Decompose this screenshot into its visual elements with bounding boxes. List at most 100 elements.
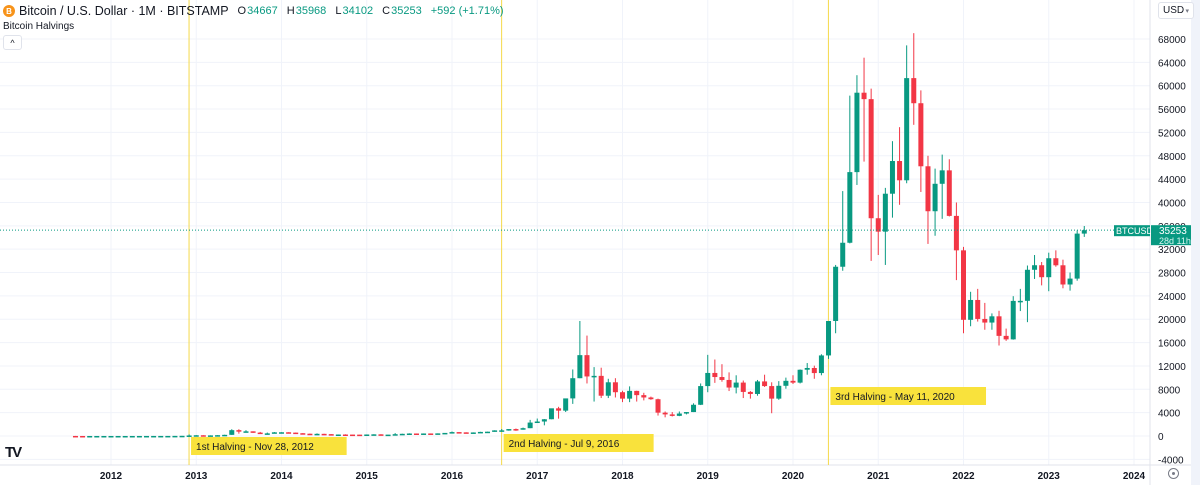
candle[interactable] bbox=[144, 435, 150, 438]
candle[interactable] bbox=[1039, 262, 1045, 286]
candle[interactable] bbox=[108, 435, 114, 438]
candle[interactable] bbox=[811, 365, 817, 379]
candle[interactable] bbox=[563, 398, 569, 413]
candle[interactable] bbox=[520, 427, 526, 430]
candle[interactable] bbox=[186, 434, 192, 437]
candle[interactable] bbox=[300, 433, 306, 435]
candle[interactable] bbox=[975, 288, 981, 322]
candle[interactable] bbox=[875, 194, 881, 256]
candle[interactable] bbox=[840, 191, 846, 271]
collapse-indicators-button[interactable]: ^ bbox=[3, 35, 22, 50]
candle[interactable] bbox=[257, 431, 263, 435]
candle[interactable] bbox=[350, 434, 356, 437]
candle[interactable] bbox=[861, 57, 867, 162]
candle[interactable] bbox=[897, 127, 903, 205]
candle[interactable] bbox=[797, 369, 803, 384]
candle[interactable] bbox=[904, 45, 910, 184]
candle[interactable] bbox=[605, 378, 611, 399]
candle[interactable] bbox=[1081, 226, 1087, 237]
candle[interactable] bbox=[449, 431, 455, 434]
candle[interactable] bbox=[499, 428, 505, 432]
candle[interactable] bbox=[705, 354, 711, 393]
candle[interactable] bbox=[612, 378, 618, 398]
candle[interactable] bbox=[129, 435, 135, 438]
candle[interactable] bbox=[556, 406, 562, 419]
candle[interactable] bbox=[968, 291, 974, 327]
candle[interactable] bbox=[584, 335, 590, 384]
candle[interactable] bbox=[925, 155, 931, 244]
candle[interactable] bbox=[719, 364, 725, 382]
candle[interactable] bbox=[72, 435, 78, 438]
candle[interactable] bbox=[961, 246, 966, 334]
candle[interactable] bbox=[328, 434, 334, 436]
candle[interactable] bbox=[598, 367, 604, 399]
candle[interactable] bbox=[854, 75, 860, 185]
candle[interactable] bbox=[1053, 250, 1059, 267]
candle[interactable] bbox=[264, 432, 270, 435]
candle[interactable] bbox=[229, 429, 235, 435]
candle[interactable] bbox=[172, 435, 178, 438]
candle[interactable] bbox=[80, 435, 86, 438]
candle[interactable] bbox=[399, 433, 405, 436]
candle[interactable] bbox=[115, 435, 121, 438]
candle[interactable] bbox=[911, 33, 917, 125]
candle[interactable] bbox=[527, 419, 533, 429]
candle[interactable] bbox=[655, 398, 661, 416]
candle[interactable] bbox=[413, 433, 419, 435]
symbol-title[interactable]: Bitcoin / U.S. Dollar · 1M · BITSTAMP bbox=[19, 4, 229, 18]
candle[interactable] bbox=[669, 412, 675, 417]
candle[interactable] bbox=[101, 435, 107, 438]
candle[interactable] bbox=[833, 264, 839, 334]
candle[interactable] bbox=[754, 379, 760, 396]
candle[interactable] bbox=[421, 433, 427, 435]
candle[interactable] bbox=[676, 411, 682, 417]
candle[interactable] bbox=[385, 434, 391, 437]
candle[interactable] bbox=[591, 367, 597, 402]
candle[interactable] bbox=[470, 432, 476, 434]
candle[interactable] bbox=[94, 435, 100, 438]
candle[interactable] bbox=[1017, 288, 1023, 312]
candle[interactable] bbox=[1074, 230, 1080, 281]
candle[interactable] bbox=[1046, 252, 1052, 292]
candle[interactable] bbox=[392, 433, 398, 436]
candle[interactable] bbox=[286, 432, 292, 434]
candle[interactable] bbox=[271, 432, 277, 434]
candle[interactable] bbox=[357, 434, 363, 437]
candle[interactable] bbox=[698, 383, 704, 406]
candle[interactable] bbox=[236, 429, 242, 434]
candle[interactable] bbox=[989, 313, 995, 330]
candle[interactable] bbox=[627, 386, 633, 403]
candle[interactable] bbox=[222, 434, 228, 437]
candle[interactable] bbox=[620, 390, 625, 403]
candle[interactable] bbox=[726, 372, 732, 392]
candle[interactable] bbox=[364, 434, 370, 436]
candle[interactable] bbox=[712, 359, 718, 383]
candle[interactable] bbox=[335, 434, 341, 437]
candle[interactable] bbox=[1010, 296, 1016, 340]
candle[interactable] bbox=[1067, 272, 1073, 291]
candle[interactable] bbox=[541, 419, 547, 426]
candle[interactable] bbox=[314, 433, 320, 436]
candle[interactable] bbox=[996, 310, 1002, 346]
candle[interactable] bbox=[918, 90, 924, 192]
candle[interactable] bbox=[889, 141, 895, 218]
candle[interactable] bbox=[477, 431, 483, 434]
scrollbar-track[interactable] bbox=[1191, 0, 1200, 485]
candle[interactable] bbox=[456, 432, 462, 434]
candle[interactable] bbox=[243, 430, 249, 433]
candle[interactable] bbox=[136, 435, 142, 438]
candle[interactable] bbox=[513, 428, 519, 431]
candle[interactable] bbox=[250, 431, 256, 433]
candle[interactable] bbox=[428, 433, 434, 435]
candle[interactable] bbox=[776, 381, 782, 400]
candle[interactable] bbox=[982, 302, 988, 330]
tradingview-logo-icon[interactable]: TV bbox=[5, 444, 22, 461]
candle[interactable] bbox=[826, 320, 832, 359]
candle[interactable] bbox=[406, 433, 412, 435]
candle[interactable] bbox=[193, 435, 199, 437]
candle[interactable] bbox=[215, 435, 221, 437]
candle[interactable] bbox=[790, 375, 796, 385]
candle[interactable] bbox=[648, 396, 654, 400]
candle[interactable] bbox=[548, 408, 554, 420]
candle[interactable] bbox=[946, 159, 952, 217]
